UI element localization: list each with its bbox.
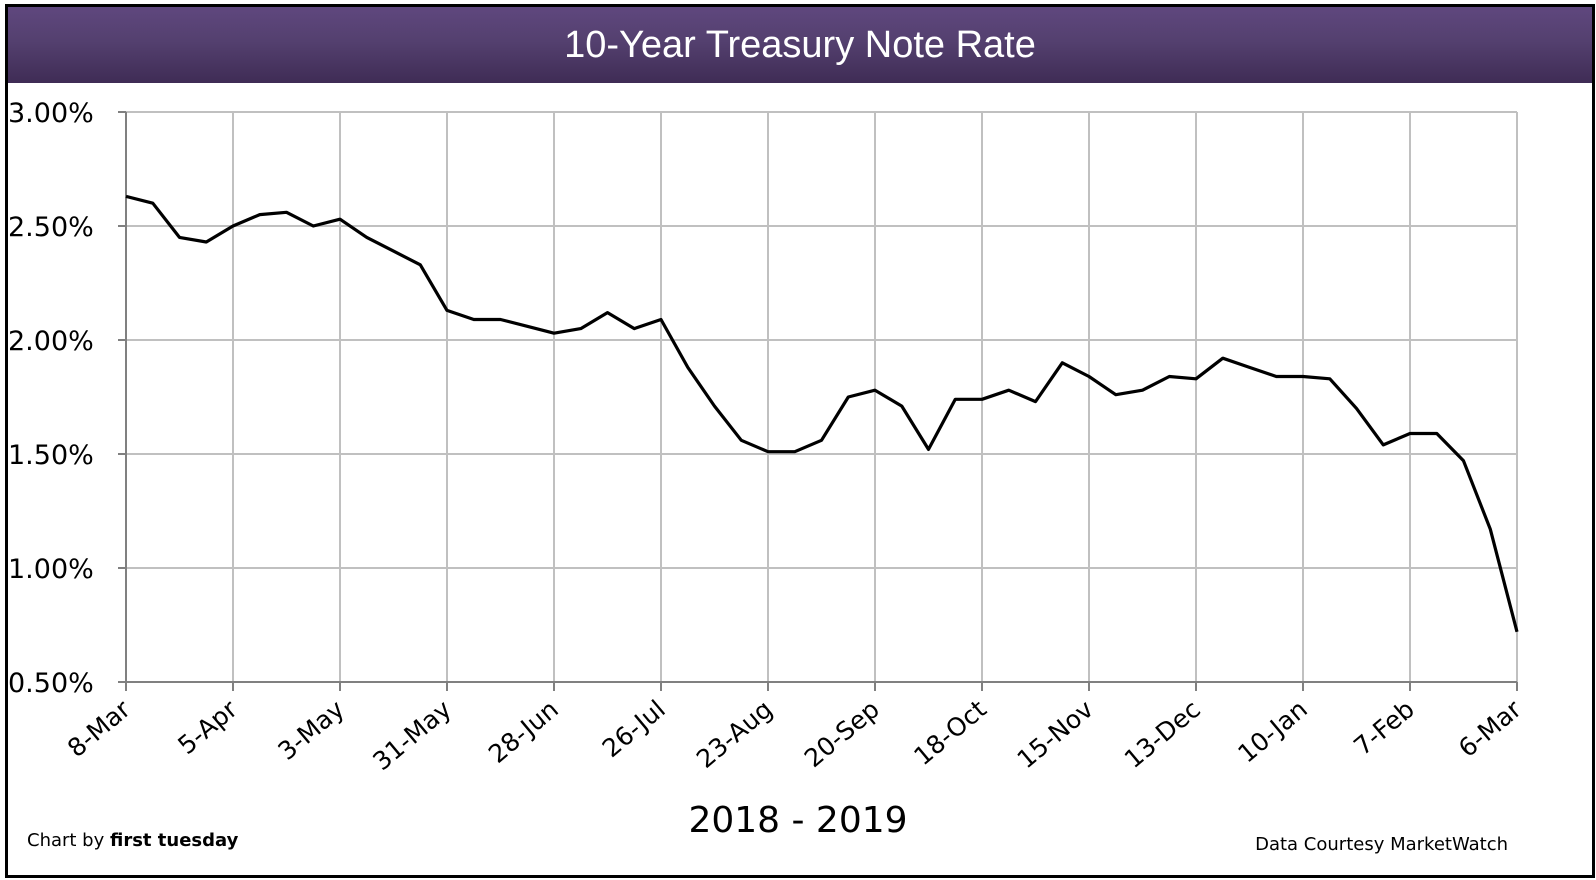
x-tick-label: 18-Oct: [908, 694, 992, 771]
rate-line: [125, 194, 1519, 633]
y-tick-label: 1.50%: [8, 440, 94, 471]
x-tick-label: 15-Nov: [1012, 694, 1099, 774]
x-tick-label: 7-Feb: [1348, 694, 1420, 761]
x-tick-label: 3-May: [273, 694, 350, 766]
x-tick-label: 31-May: [367, 694, 457, 776]
chart-title: 10-Year Treasury Note Rate: [564, 24, 1036, 66]
chart-credit: Chart by first tuesday: [27, 830, 238, 851]
x-tick-label: 8-Mar: [62, 694, 136, 763]
x-axis-ticks: 8-Mar 5-Apr 3-May 31-May 28-Jun 26-Jul 23-Aug 2…: [62, 694, 1527, 776]
y-tick-label: 0.50%: [8, 668, 94, 699]
y-tick-label: 2.50%: [8, 212, 94, 243]
axes: [118, 111, 1518, 691]
x-tick-label: 23-Aug: [691, 694, 778, 773]
y-tick-label: 1.00%: [8, 554, 94, 585]
x-tick-label: 6-Mar: [1453, 694, 1527, 763]
data-source-credit: Data Courtesy MarketWatch: [1255, 834, 1508, 855]
y-axis-ticks: 0.50% 1.00% 1.50% 2.00% 2.50% 3.00%: [8, 98, 94, 699]
x-tick-label: 20-Sep: [799, 694, 885, 773]
x-tick-label: 10-Jan: [1232, 694, 1313, 768]
x-axis-label: 2018 - 2019: [688, 800, 908, 841]
y-tick-label: 3.00%: [8, 98, 94, 129]
y-tick-label: 2.00%: [8, 326, 94, 357]
chart-frame: 10-Year Treasury Note Rate: [5, 4, 1595, 878]
title-banner: [8, 7, 1592, 83]
x-tick-label: 26-Jul: [597, 694, 671, 763]
x-tick-label: 28-Jun: [483, 694, 564, 768]
x-tick-label: 5-Apr: [172, 694, 243, 760]
x-tick-label: 13-Dec: [1119, 694, 1206, 774]
credit-brand: first tuesday: [110, 830, 239, 851]
credit-prefix: Chart by: [27, 830, 105, 851]
gridlines: [126, 111, 1518, 682]
